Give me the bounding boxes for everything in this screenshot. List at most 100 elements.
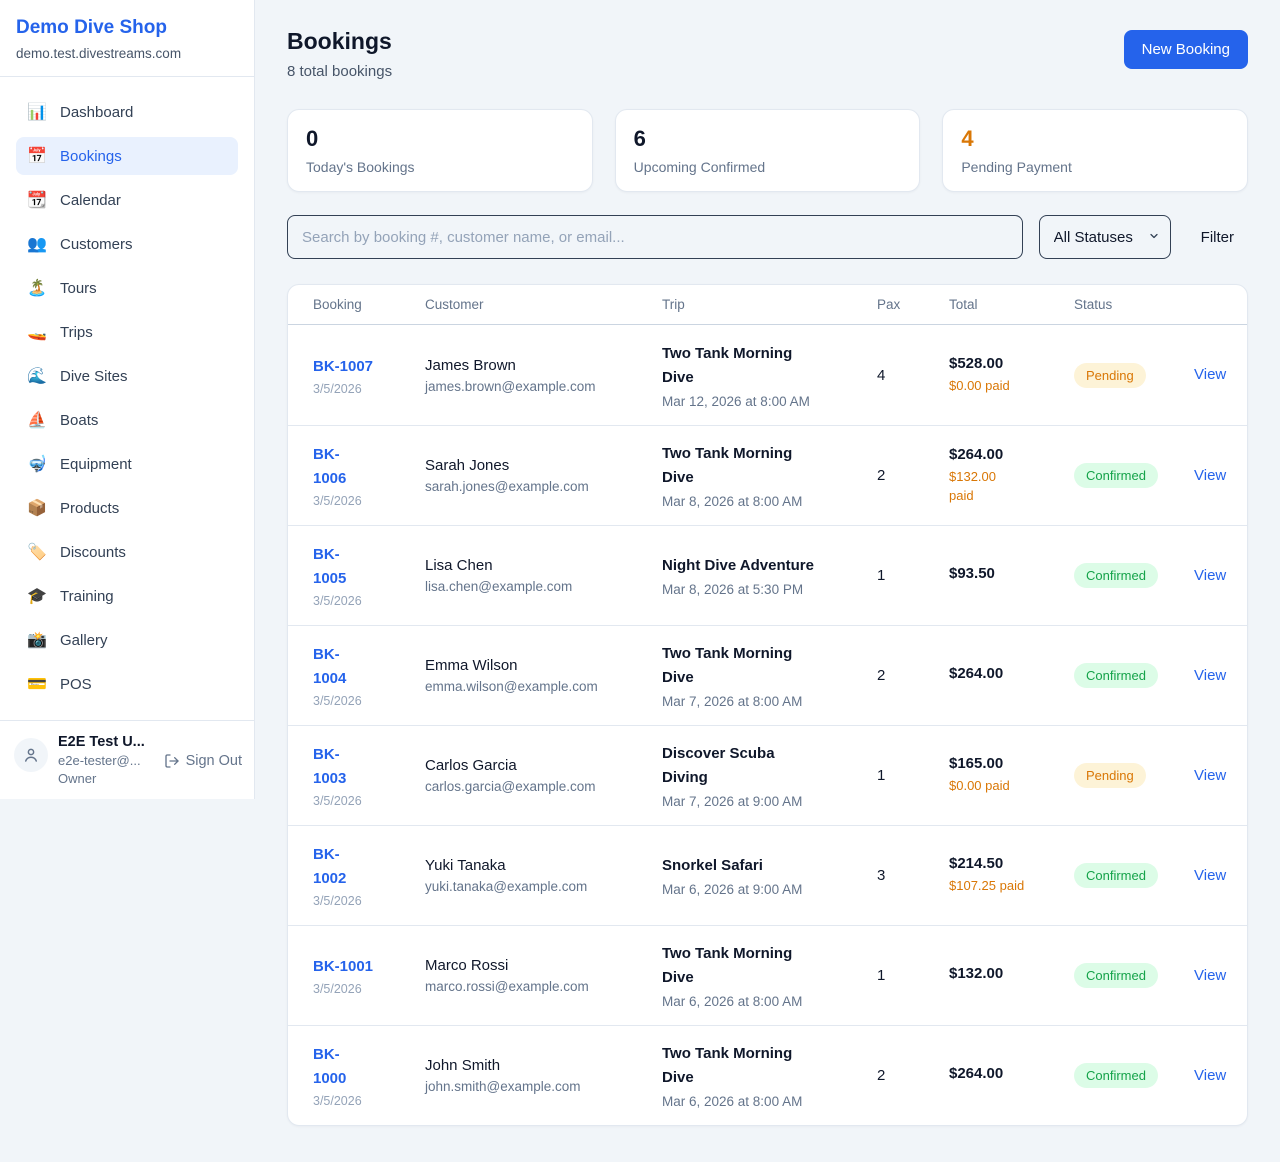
camera-icon: 📸 [27,632,47,649]
booking-id-link[interactable]: BK- 1000 [313,1046,347,1087]
new-booking-button[interactable]: New Booking [1123,30,1248,69]
table-row: BK- 1003 3/5/2026 Carlos Garcia carlos.gar… [288,725,1247,825]
stat-value: 4 [961,126,974,151]
sidebar-item-pos[interactable]: 💳 POS [16,665,238,703]
calendar-icon: 📅 [27,148,47,165]
status-badge: Pending [1074,763,1146,788]
trip-datetime: Mar 12, 2026 at 8:00 AM [662,393,810,409]
view-link[interactable]: View [1194,666,1227,684]
package-icon: 📦 [27,500,47,517]
sidebar-item-label: Discounts [60,543,126,561]
pax-count: 3 [877,867,886,884]
sign-out-label: Sign Out [185,753,242,769]
sidebar-item-gallery[interactable]: 📸 Gallery [16,621,238,659]
booking-id-link[interactable]: BK- 1002 [313,846,347,887]
tag-icon: 🏷️ [27,544,47,561]
sidebar-item-training[interactable]: 🎓 Training [16,577,238,615]
paid-amount: $132.00 paid [949,468,996,503]
total-amount: $165.00 [949,755,1004,773]
table-header-row: Booking Customer Trip Pax Total Status [288,285,1247,325]
view-link[interactable]: View [1194,566,1227,584]
person-icon [25,748,37,762]
filter-button[interactable]: Filter [1187,229,1248,246]
table-row: BK- 1005 3/5/2026 Lisa Chen lisa.chen@exam… [288,525,1247,625]
sidebar-item-bookings[interactable]: 📅 Bookings [16,137,238,175]
search-input[interactable] [287,215,1023,259]
sidebar-item-discounts[interactable]: 🏷️ Discounts [16,533,238,571]
sidebar-item-label: Equipment [60,455,132,473]
pax-count: 2 [877,1067,886,1084]
trip-name: Two Tank Morning Dive [662,645,793,686]
status-badge: Confirmed [1074,963,1158,988]
sidebar-item-dashboard[interactable]: 📊 Dashboard [16,93,238,131]
column-header-pax: Pax [877,297,901,312]
booking-date: 3/5/2026 [313,894,362,908]
column-header-customer: Customer [425,297,484,312]
pax-count: 2 [877,467,886,484]
paid-amount: $0.00 paid [949,778,1010,794]
total-amount: $264.00 [949,1064,1004,1082]
sidebar-item-label: Calendar [60,191,121,209]
customer-email: john.smith@example.com [425,1079,581,1094]
customer-name: Marco Rossi [425,957,509,974]
page-header: Bookings 8 total bookings New Booking [287,28,1248,80]
trip-datetime: Mar 8, 2026 at 5:30 PM [662,582,804,597]
credit-card-icon: 💳 [27,676,47,693]
customer-email: carlos.garcia@example.com [425,779,596,794]
trip-name: Night Dive Adventure [662,557,814,574]
paid-amount: $0.00 paid [949,377,1010,393]
customer-email: emma.wilson@example.com [425,679,598,694]
booking-date: 3/5/2026 [313,694,362,708]
booking-id-link[interactable]: BK- 1003 [313,746,347,787]
stat-label: Today's Bookings [306,159,415,175]
bookings-count: 8 total bookings [287,63,393,80]
sidebar-item-tours[interactable]: 🏝️ Tours [16,269,238,307]
trip-name: Snorkel Safari [662,857,763,874]
booking-id-link[interactable]: BK- 1006 [313,446,347,487]
sidebar-item-label: Training [60,587,114,605]
sidebar-item-customers[interactable]: 👥 Customers [16,225,238,263]
booking-id-link[interactable]: BK-1007 [313,357,374,375]
pax-count: 1 [877,567,886,584]
sidebar-item-trips[interactable]: 🚤 Trips [16,313,238,351]
sidebar: Demo Dive Shop demo.test.divestreams.com… [0,0,255,799]
view-link[interactable]: View [1194,966,1227,984]
total-amount: $214.50 [949,855,1004,873]
customer-name: Emma Wilson [425,657,518,674]
sidebar-item-equipment[interactable]: 🤿 Equipment [16,445,238,483]
pax-count: 1 [877,767,886,784]
pax-count: 1 [877,967,886,984]
sidebar-item-boats[interactable]: ⛵ Boats [16,401,238,439]
sidebar-item-calendar[interactable]: 📆 Calendar [16,181,238,219]
bookings-table: Booking Customer Trip Pax Total Status B… [287,284,1248,1126]
booking-id-link[interactable]: BK-1001 [313,958,374,975]
tear-off-calendar-icon: 📆 [27,192,47,209]
main-content: Bookings 8 total bookings New Booking 0 … [255,0,1280,1126]
filter-bar: All Statuses Filter [287,215,1248,259]
booking-id-link[interactable]: BK- 1004 [313,646,347,687]
total-amount: $132.00 [949,964,1004,982]
view-link[interactable]: View [1194,366,1227,383]
total-amount: $93.50 [949,564,995,582]
trip-name: Two Tank Morning Dive [662,344,793,386]
view-link[interactable]: View [1194,1066,1227,1084]
booking-id-link[interactable]: BK- 1005 [313,546,347,587]
customer-name: James Brown [425,356,516,374]
trip-datetime: Mar 6, 2026 at 9:00 AM [662,882,803,897]
view-link[interactable]: View [1194,466,1227,484]
sidebar-item-label: Products [60,499,120,517]
sidebar-item-label: Gallery [60,631,108,649]
total-amount: $264.00 [949,664,1004,682]
sign-out-button[interactable]: Sign Out [164,753,242,769]
stat-card-todays-bookings: 0 Today's Bookings [287,109,593,192]
sidebar-item-products[interactable]: 📦 Products [16,489,238,527]
status-select-wrap: All Statuses [1038,215,1171,259]
booking-date: 3/5/2026 [313,982,362,996]
stat-value: 0 [306,126,319,151]
trip-name: Two Tank Morning Dive [662,445,793,486]
view-link[interactable]: View [1194,766,1227,784]
status-select[interactable]: All Statuses [1038,215,1171,259]
view-link[interactable]: View [1194,866,1227,884]
column-header-trip: Trip [662,297,685,312]
sidebar-item-dive-sites[interactable]: 🌊 Dive Sites [16,357,238,395]
